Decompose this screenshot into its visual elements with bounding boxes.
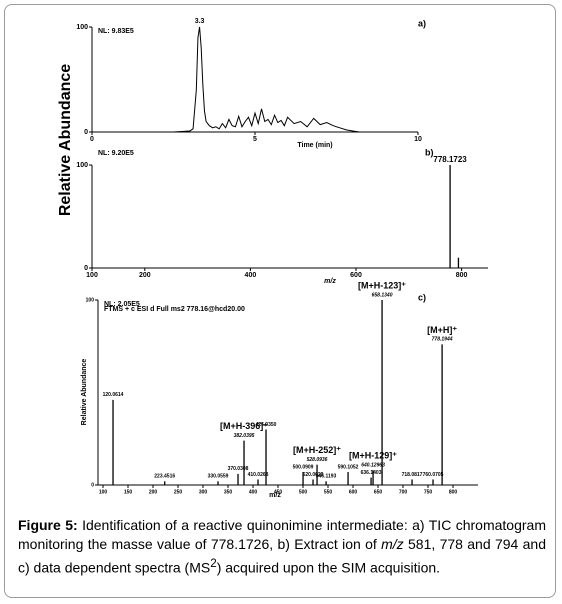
x-tick-label: 0 <box>90 136 94 143</box>
y-tick-label: 100 <box>76 162 88 169</box>
x-tick-label: 450 <box>274 489 283 495</box>
x-tick-label: 400 <box>245 272 257 279</box>
peak-mz-label: 658.1340 <box>372 292 393 298</box>
y-axis-label: Relative Abundance <box>81 359 88 426</box>
y-tick-label: 0 <box>84 265 88 272</box>
peak-mz-label: 410.0268 <box>248 472 269 478</box>
peak-mz-label: 370.0308 <box>228 466 249 472</box>
peak-mz-label: 718.0817 <box>402 472 423 478</box>
ion-label: [M+H]⁺ <box>427 325 457 335</box>
peak-mz-label: 760.0705 <box>423 472 444 478</box>
caption-text: 581, 778 and 794 and c) data dependent s… <box>18 536 546 576</box>
peak-mz-label: 778.1723 <box>433 155 467 164</box>
ion-label: [M+H-396]⁺ <box>220 421 268 431</box>
x-axis-label: Time (min) <box>297 142 332 149</box>
scan-info: FTMS + c ESI d Full ms2 778.16@hcd20.00 <box>104 306 245 313</box>
x-tick-label: 550 <box>324 489 333 495</box>
peak-mz-label: 223.4516 <box>154 474 175 480</box>
x-tick-label: 300 <box>199 489 208 495</box>
peak-label: 3.3 <box>195 18 205 25</box>
x-tick-label: 350 <box>224 489 233 495</box>
x-tick-label: 150 <box>124 489 133 495</box>
x-axis-label: m/z <box>269 492 281 499</box>
x-tick-label: 600 <box>350 272 362 279</box>
x-tick-label: 5 <box>253 136 257 143</box>
caption-text: m/z <box>381 536 404 552</box>
peak-mz-label: 640.12963 <box>361 463 385 469</box>
peak-mz-label: 120.0614 <box>103 392 124 398</box>
x-tick-label: 100 <box>86 272 98 279</box>
x-tick-label: 200 <box>139 272 151 279</box>
caption-text: Identification of a reactive quinonimine… <box>18 517 546 552</box>
peak-mz-label: 382.0395 <box>234 433 255 439</box>
caption: Figure 5: Identification of a reactive q… <box>18 516 546 578</box>
panel-label: c) <box>418 292 426 302</box>
x-tick-label: 100 <box>99 489 108 495</box>
x-tick-label: 250 <box>174 489 183 495</box>
nl-label: NL: 9.20E5 <box>98 150 134 157</box>
x-tick-label: 600 <box>349 489 358 495</box>
caption-text: 2 <box>210 557 217 570</box>
x-tick-label: 10 <box>414 136 422 143</box>
nl-label: NL: 9.83E5 <box>98 28 134 35</box>
panel-label: b) <box>425 147 434 157</box>
caption-label: Figure 5: <box>18 517 78 533</box>
peak-mz-label: 426.0350 <box>256 422 277 428</box>
peak-mz-label: 590.1052 <box>338 464 359 470</box>
ion-label: [M+H-252]⁺ <box>293 445 341 455</box>
y-tick-label: 0 <box>91 482 94 488</box>
peak-mz-label: 528.0936 <box>307 457 328 463</box>
y-tick-label: 100 <box>76 24 88 31</box>
peak-mz-label: 520.0629 <box>303 472 324 478</box>
x-tick-label: 500 <box>299 489 308 495</box>
x-tick-label: 750 <box>424 489 433 495</box>
caption-text: ) acquired upon the SIM acquisition. <box>216 559 441 576</box>
peak-mz-label: 330.0559 <box>208 474 229 480</box>
x-tick-label: 400 <box>249 489 258 495</box>
x-tick-label: 200 <box>149 489 158 495</box>
x-tick-label: 800 <box>449 489 458 495</box>
x-tick-label: 650 <box>374 489 383 495</box>
y-tick-label: 100 <box>86 297 95 303</box>
peak-mz-label: 546.1193 <box>316 474 337 480</box>
peak-mz-label: 778.1944 <box>432 337 453 343</box>
peak-mz-label: 500.0909 <box>293 464 314 470</box>
x-axis-label: m/z <box>324 278 336 285</box>
x-tick-label: 700 <box>399 489 408 495</box>
x-tick-label: 800 <box>456 272 468 279</box>
y-tick-label: 0 <box>84 129 88 136</box>
ion-label: [M+H-123]⁺ <box>358 280 406 290</box>
chromatogram-line <box>92 26 418 133</box>
ion-label: [M+H-129]⁺ <box>349 451 397 461</box>
panel-label: a) <box>418 18 426 28</box>
nl-label: NL: 2.05E5 <box>104 301 140 308</box>
y-axis-label: Relative Abundance <box>57 64 74 216</box>
figure-frame <box>4 4 556 598</box>
peak-mz-label: 636.1403 <box>361 470 382 476</box>
